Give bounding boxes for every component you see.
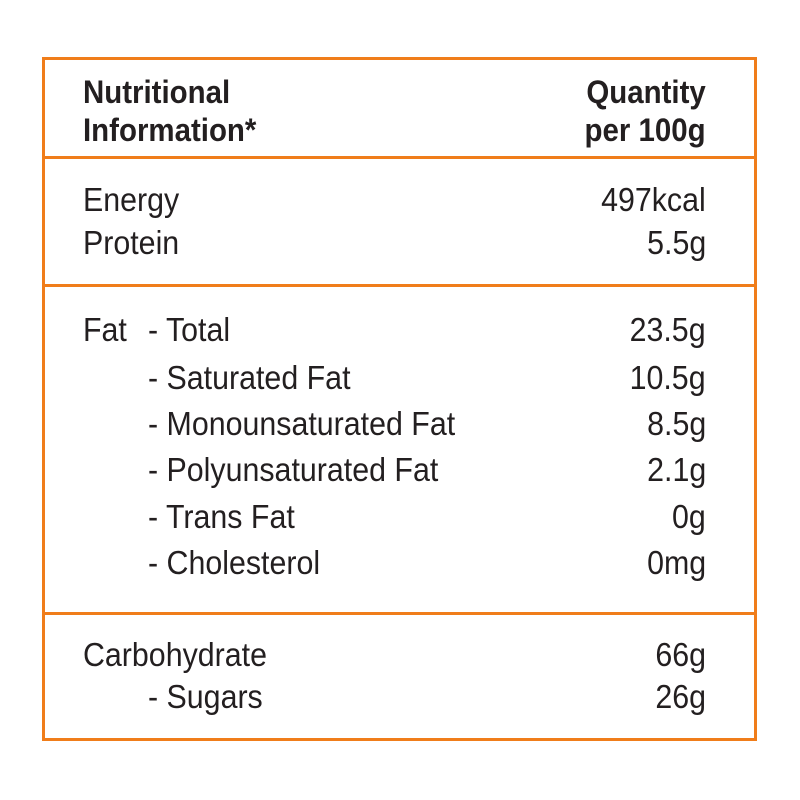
row-value: 23.5g [630,311,706,348]
row-label: - Sugars [148,678,263,715]
row-value: 2.1g [646,451,706,488]
row-label: - Total [148,311,231,348]
row-label: - Polyunsaturated Fat [148,451,439,488]
divider [42,156,757,159]
row-label: - Saturated Fat [148,359,351,396]
row-label: Protein [83,224,180,261]
row-label: - Monounsaturated Fat [148,405,456,442]
row-value: 5.5g [646,224,706,261]
row-label: Carbohydrate [83,636,267,673]
table-border [42,57,757,741]
row-label: - Trans Fat [148,498,295,535]
row-label: Energy [83,181,180,218]
row-value: 10.5g [630,359,706,396]
header-quantity: per 100g [584,112,706,148]
header-title: Nutritional [83,74,231,110]
row-value: 0mg [646,544,706,581]
row-value: 66g [655,636,706,673]
header-quantity: Quantity [586,74,706,110]
row-value: 26g [655,678,706,715]
row-value: 8.5g [646,405,706,442]
row-value: 497kcal [601,181,706,218]
divider [42,284,757,287]
divider [42,612,757,615]
header-title: Information* [83,112,257,148]
row-value: 0g [672,498,706,535]
group-label: Fat [83,311,127,348]
row-label: - Cholesterol [148,544,321,581]
